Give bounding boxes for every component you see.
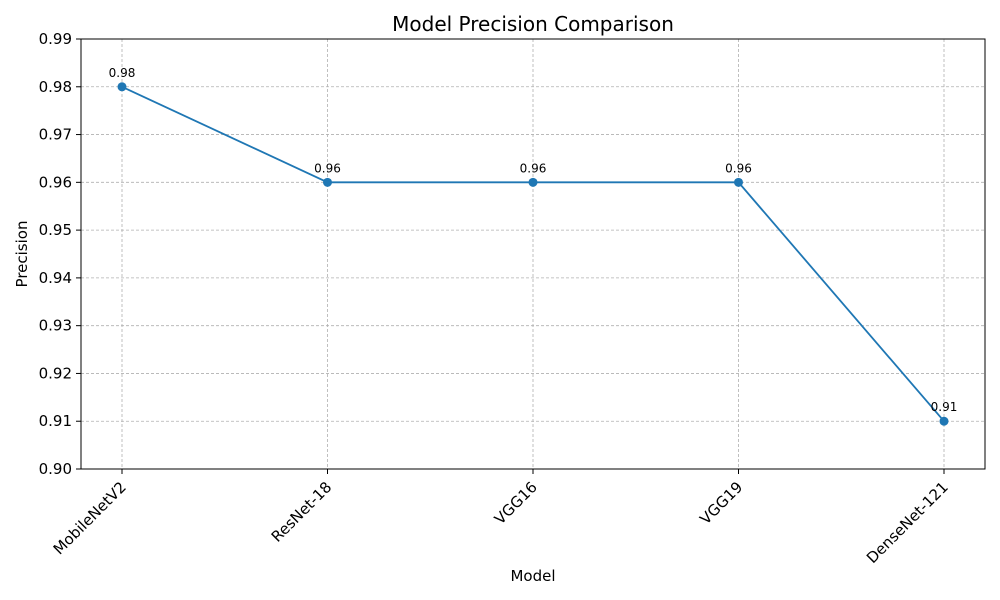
- y-tick-label: 0.92: [39, 364, 72, 382]
- y-tick-label: 0.99: [39, 30, 72, 48]
- y-tick-label: 0.94: [39, 269, 72, 287]
- data-label: 0.96: [725, 161, 752, 175]
- plot-frame: [80, 38, 986, 470]
- x-axis-label: Model: [510, 567, 555, 585]
- y-tick-label: 0.98: [39, 78, 72, 96]
- y-tick-label: 0.97: [39, 126, 72, 144]
- data-label: 0.96: [314, 161, 341, 175]
- y-axis-label: Precision: [13, 221, 31, 288]
- data-label: 0.98: [109, 66, 136, 80]
- data-point: [323, 177, 332, 187]
- y-tick-label: 0.91: [39, 412, 72, 430]
- data-label: 0.91: [931, 400, 958, 414]
- y-tick-label: 0.96: [39, 173, 72, 191]
- data-point: [528, 177, 538, 187]
- y-tick-label: 0.93: [39, 317, 72, 335]
- data-point: [117, 82, 127, 92]
- chart-title: Model Precision Comparison: [392, 12, 674, 36]
- y-tick-label: 0.90: [39, 460, 72, 478]
- grid-layer: [81, 38, 985, 470]
- y-tick-label: 0.95: [39, 221, 72, 239]
- series-layer: 0.98 0.96 0.96 0.96 0.91: [109, 66, 958, 426]
- data-point: [734, 177, 743, 187]
- data-label: 0.96: [520, 161, 547, 175]
- data-point: [939, 416, 949, 426]
